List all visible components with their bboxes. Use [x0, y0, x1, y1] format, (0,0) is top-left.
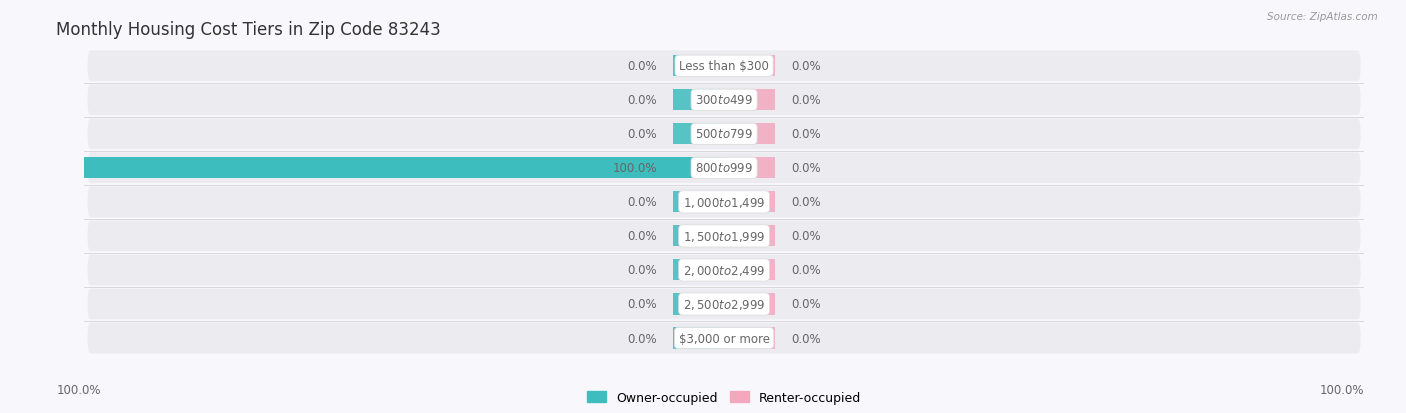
Bar: [673, 260, 724, 281]
Bar: [673, 56, 724, 77]
Text: 0.0%: 0.0%: [792, 94, 821, 107]
Legend: Owner-occupied, Renter-occupied: Owner-occupied, Renter-occupied: [588, 391, 860, 404]
Text: 0.0%: 0.0%: [627, 196, 657, 209]
Text: 0.0%: 0.0%: [792, 60, 821, 73]
FancyBboxPatch shape: [87, 323, 1361, 354]
Bar: [724, 226, 775, 247]
Text: $1,000 to $1,499: $1,000 to $1,499: [683, 195, 765, 209]
Bar: [724, 158, 775, 179]
FancyBboxPatch shape: [87, 289, 1361, 320]
Text: Less than $300: Less than $300: [679, 60, 769, 73]
Bar: [724, 328, 775, 349]
Text: 0.0%: 0.0%: [627, 264, 657, 277]
Text: 0.0%: 0.0%: [627, 128, 657, 141]
Text: 0.0%: 0.0%: [792, 162, 821, 175]
Text: 0.0%: 0.0%: [627, 332, 657, 345]
Text: 0.0%: 0.0%: [627, 60, 657, 73]
FancyBboxPatch shape: [87, 85, 1361, 116]
Bar: [724, 90, 775, 111]
Text: 0.0%: 0.0%: [627, 94, 657, 107]
Text: $300 to $499: $300 to $499: [695, 94, 754, 107]
Bar: [673, 226, 724, 247]
Text: $500 to $799: $500 to $799: [695, 128, 754, 141]
Text: Monthly Housing Cost Tiers in Zip Code 83243: Monthly Housing Cost Tiers in Zip Code 8…: [56, 21, 441, 38]
Text: 0.0%: 0.0%: [792, 264, 821, 277]
Text: $800 to $999: $800 to $999: [695, 162, 754, 175]
Bar: [724, 260, 775, 281]
Bar: [84, 158, 724, 179]
Text: 0.0%: 0.0%: [627, 230, 657, 243]
Bar: [724, 56, 775, 77]
FancyBboxPatch shape: [87, 119, 1361, 150]
Text: 0.0%: 0.0%: [792, 332, 821, 345]
Bar: [673, 192, 724, 213]
Bar: [724, 124, 775, 145]
Text: 0.0%: 0.0%: [792, 298, 821, 311]
FancyBboxPatch shape: [87, 51, 1361, 82]
Text: 0.0%: 0.0%: [792, 128, 821, 141]
Bar: [673, 90, 724, 111]
Text: 0.0%: 0.0%: [627, 298, 657, 311]
FancyBboxPatch shape: [87, 187, 1361, 218]
Text: $1,500 to $1,999: $1,500 to $1,999: [683, 229, 765, 243]
Text: $3,000 or more: $3,000 or more: [679, 332, 769, 345]
Text: $2,500 to $2,999: $2,500 to $2,999: [683, 297, 765, 311]
Text: 0.0%: 0.0%: [792, 196, 821, 209]
FancyBboxPatch shape: [87, 153, 1361, 184]
Text: 100.0%: 100.0%: [56, 384, 101, 396]
Bar: [724, 294, 775, 315]
Text: 100.0%: 100.0%: [613, 162, 657, 175]
Text: 100.0%: 100.0%: [1319, 384, 1364, 396]
Bar: [673, 328, 724, 349]
Text: 0.0%: 0.0%: [792, 230, 821, 243]
Bar: [673, 294, 724, 315]
FancyBboxPatch shape: [87, 255, 1361, 285]
Text: $2,000 to $2,499: $2,000 to $2,499: [683, 263, 765, 277]
FancyBboxPatch shape: [87, 221, 1361, 252]
Bar: [724, 192, 775, 213]
Text: Source: ZipAtlas.com: Source: ZipAtlas.com: [1267, 12, 1378, 22]
Bar: [673, 124, 724, 145]
